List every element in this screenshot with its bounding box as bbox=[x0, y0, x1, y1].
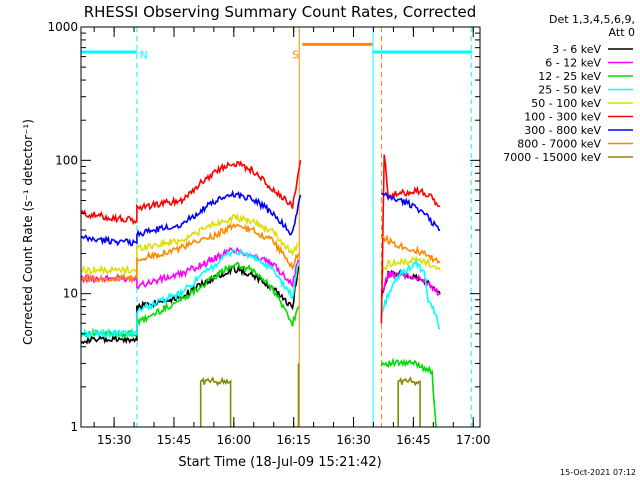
legend-entry-label: 50 - 100 keV bbox=[531, 97, 601, 110]
series-300-800-kev bbox=[81, 189, 302, 247]
plot-frame bbox=[80, 26, 481, 428]
series-800-7000-kev bbox=[81, 222, 300, 284]
y-tick-label: 1 bbox=[70, 420, 78, 434]
x-tick-label: 17:00 bbox=[456, 433, 491, 447]
x-tick-label: 15:30 bbox=[97, 433, 132, 447]
x-axis-label: Start Time (18-Jul-09 15:21:42) bbox=[178, 455, 381, 470]
series-7000-15000-kev bbox=[397, 376, 421, 427]
legend-entry-label: 3 - 6 keV bbox=[552, 43, 601, 56]
series-12-25-kev bbox=[81, 261, 300, 340]
series-100-300-kev bbox=[81, 160, 302, 226]
attenuator-annotation: S bbox=[292, 49, 299, 62]
legend-entry-label: 300 - 800 keV bbox=[524, 124, 601, 137]
x-tick-label: 16:00 bbox=[217, 433, 252, 447]
legend-entry-label: 12 - 25 keV bbox=[538, 70, 601, 83]
series-50-100-kev bbox=[380, 255, 441, 276]
series-50-100-kev bbox=[81, 212, 299, 276]
legend-entry-label: 25 - 50 keV bbox=[538, 84, 601, 97]
y-axis-label: Corrected Count Rate (s⁻¹ detector⁻¹) bbox=[21, 119, 35, 345]
series-12-25-kev bbox=[380, 357, 437, 427]
plot-area bbox=[81, 27, 473, 427]
series-25-50-kev bbox=[380, 259, 441, 330]
x-tick-label: 16:15 bbox=[276, 433, 311, 447]
legend-entry-label: 7000 - 15000 keV bbox=[503, 151, 601, 164]
series-800-7000-kev bbox=[380, 234, 441, 264]
y-tick-label: 10 bbox=[63, 287, 78, 301]
series-300-800-kev bbox=[381, 191, 441, 232]
legend-entry-label: 100 - 300 keV bbox=[524, 111, 601, 124]
series-7000-15000-kev bbox=[199, 376, 232, 427]
generation-timestamp: 15-Oct-2021 07:12 bbox=[560, 468, 636, 477]
attenuator-annotation: N bbox=[140, 49, 148, 62]
legend-header-line: Det 1,3,4,5,6,9, bbox=[549, 13, 635, 26]
chart-title: RHESSI Observing Summary Count Rates, Co… bbox=[84, 3, 477, 21]
y-tick-label: 100 bbox=[55, 153, 78, 167]
x-tick-label: 16:45 bbox=[396, 433, 431, 447]
legend-entry-label: 6 - 12 keV bbox=[545, 57, 601, 70]
legend-entry-label: 800 - 7000 keV bbox=[517, 138, 601, 151]
series-25-50-kev bbox=[81, 249, 300, 340]
y-tick-label: 1000 bbox=[47, 20, 78, 34]
legend-header-line: Att 0 bbox=[609, 26, 635, 39]
x-tick-label: 15:45 bbox=[157, 433, 192, 447]
x-tick-label: 16:30 bbox=[336, 433, 371, 447]
series-6-12-kev bbox=[380, 269, 441, 296]
